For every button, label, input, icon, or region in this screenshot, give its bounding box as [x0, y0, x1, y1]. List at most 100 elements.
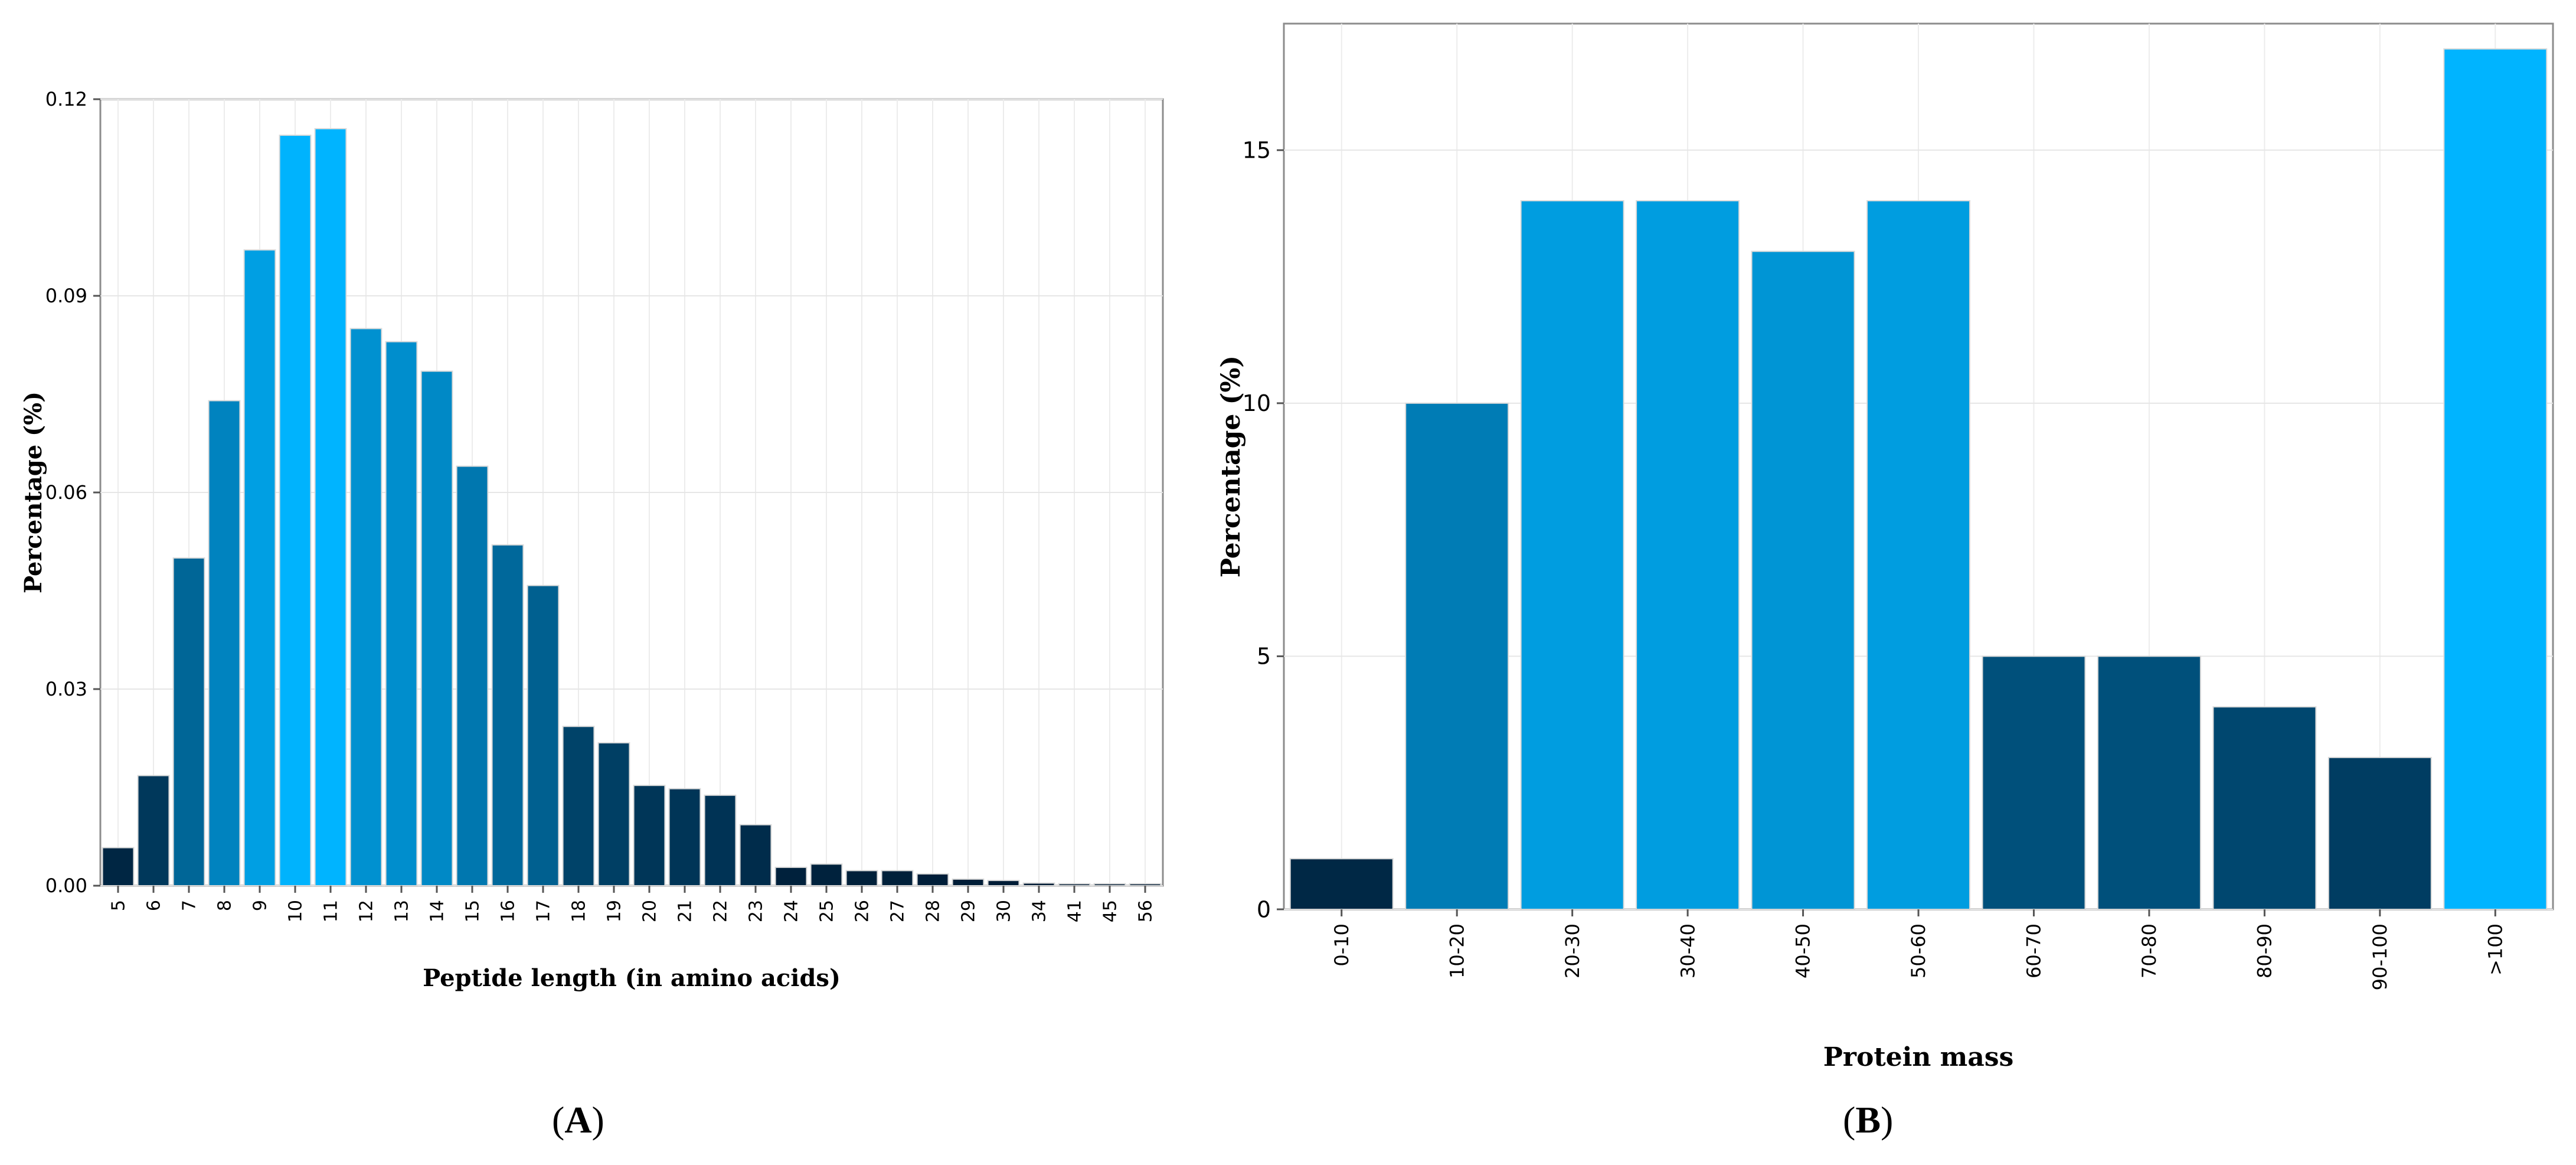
- chart-b-x-tick-label: 40-50: [1792, 923, 1815, 978]
- chart-a-x-axis-title: Peptide length (in amino acids): [423, 964, 841, 992]
- chart-a-bar: [420, 370, 453, 886]
- chart-b-bar: [1405, 402, 1509, 910]
- chart-b-bar: [1289, 858, 1394, 911]
- chart-a-bar: [1093, 883, 1126, 887]
- chart-a-x-tick-label: 20: [640, 900, 661, 922]
- chart-b-x-tick-label: 50-60: [1907, 923, 1930, 978]
- chart-a-x-tick-label: 56: [1136, 900, 1156, 922]
- chart-a-x-tick-label: 6: [144, 900, 165, 911]
- panel-letter-b: B: [1855, 1099, 1881, 1141]
- chart-a-bar: [1058, 883, 1091, 887]
- chart-a-x-tick-label: 45: [1100, 900, 1121, 922]
- chart-a-bar: [845, 870, 878, 886]
- chart-a-svg: 0.000.030.060.090.125 6 7 8 9 10 11 12 13 14 15 16 1…: [19, 88, 1164, 992]
- chart-a-x-tick-label: 14: [427, 900, 448, 922]
- chart-a-y-axis-title: Percentage (%): [19, 391, 47, 593]
- chart-b-bar: [2327, 756, 2432, 911]
- chart-b-y-tick-label: 5: [1257, 644, 1271, 670]
- chart-b-x-axis-title: Protein mass: [1823, 1042, 2014, 1072]
- chart-a-bar: [562, 726, 595, 887]
- chart-a-x-tick-label: 25: [817, 900, 838, 922]
- chart-a-x-tick-label: 11: [321, 900, 342, 922]
- chart-a-bar: [385, 341, 418, 886]
- chart-b-x-tick-label: 30-40: [1676, 923, 1699, 978]
- chart-b-bar: [1520, 200, 1624, 910]
- chart-a-y-tick-label: 0.03: [45, 678, 87, 700]
- chart-b-y-tick-label: 10: [1243, 390, 1271, 416]
- chart-a-bar: [668, 788, 701, 886]
- chart-b-x-tick-label: 10-20: [1446, 923, 1468, 978]
- chart-a-y-tick-label: 0.09: [45, 285, 87, 307]
- chart-a-x-tick-label: 22: [711, 900, 731, 922]
- chart-a-bar: [456, 465, 489, 886]
- chart-a-bar: [208, 400, 241, 886]
- chart-a-bar: [597, 742, 630, 887]
- panel-letter-a: A: [564, 1099, 592, 1141]
- chart-a-bar: [916, 873, 949, 887]
- chart-a-x-tick-label: 9: [250, 900, 271, 911]
- chart-a-bar: [102, 847, 135, 886]
- chart-a-bar: [243, 249, 276, 886]
- chart-a-x-tick-label: 30: [994, 900, 1015, 922]
- panel-label-b: (B): [1843, 1099, 1894, 1141]
- chart-b-bar: [2443, 48, 2548, 910]
- chart-a-x-tick-label: 24: [782, 900, 802, 922]
- chart-a-bar: [137, 775, 170, 887]
- chart-b-x-tick-label: 60-70: [2023, 923, 2045, 978]
- chart-a-x-tick-label: 12: [357, 900, 377, 922]
- chart-a-bar: [633, 785, 666, 887]
- chart-a-y-tick-label: 0.06: [45, 481, 87, 504]
- panel-label-a: (A): [552, 1099, 604, 1141]
- chart-a-bar: [952, 878, 985, 887]
- chart-a-x-tick-label: 13: [392, 900, 413, 922]
- chart-a-bar: [314, 128, 347, 887]
- chart-a-x-tick-label: 8: [215, 900, 236, 911]
- chart-a-bar: [349, 328, 383, 886]
- chart-b-x-tick-label: 80-90: [2254, 923, 2276, 978]
- chart-a-bar: [279, 135, 312, 886]
- chart-b-bar: [1751, 250, 1855, 911]
- chart-panel-b: 0 5 10 15 0-10 10-20 20-30 30-40 40-50 50-60 60-70…: [1192, 0, 2576, 1162]
- chart-panel-a: 0.00 0.03 0.06 0.09 0.12 5 6 7 8 9 10 11 12 13 14 15 16 1…: [0, 0, 1192, 1162]
- chart-a-bar: [810, 863, 843, 886]
- chart-a-bar: [739, 824, 772, 887]
- chart-a-x-tick-label: 18: [569, 900, 590, 922]
- chart-b-y-axis-title: Percentage (%): [1216, 355, 1246, 577]
- chart-a-bar: [704, 794, 737, 886]
- chart-a-x-tick-label: 17: [534, 900, 554, 922]
- chart-b-x-tick-label: >100: [2484, 923, 2506, 975]
- chart-a-bar: [881, 870, 914, 886]
- chart-b-bar: [1866, 200, 1970, 910]
- chart-a-x-tick-label: 28: [923, 900, 944, 922]
- chart-a-x-tick-label: 10: [286, 900, 306, 922]
- chart-b-bar: [2097, 655, 2201, 911]
- chart-a-x-tick-label: 23: [746, 900, 767, 922]
- chart-a-bar: [527, 585, 560, 886]
- chart-a-x-tick-label: 26: [852, 900, 873, 922]
- chart-a-x-tick-label: 5: [109, 900, 129, 911]
- chart-b-y-tick-label: 0: [1257, 896, 1271, 922]
- chart-a-x-tick-label: 41: [1065, 900, 1086, 922]
- chart-a-x-tick-label: 15: [463, 900, 483, 922]
- chart-a-x-tick-label: 19: [604, 900, 625, 922]
- chart-b-svg: 0 5 10 15 0-10 10-20 20-30 30-40 40-50 50-60 60-70…: [1216, 22, 2554, 1072]
- chart-a-bar: [172, 557, 205, 886]
- chart-a-x-tick-label: 7: [179, 900, 200, 911]
- chart-a-y-tick-label: 0.12: [45, 88, 87, 110]
- chart-a-bar: [774, 866, 808, 887]
- chart-b-y-tick-label: 15: [1243, 138, 1271, 164]
- chart-a-x-tick-label: 16: [498, 900, 519, 922]
- chart-b-x-tick-label: 70-80: [2138, 923, 2160, 978]
- chart-a-x-tick-label: 21: [675, 900, 696, 922]
- chart-a-bar: [491, 544, 524, 886]
- chart-a-bar: [987, 880, 1020, 886]
- chart-a-bar: [1129, 883, 1162, 887]
- chart-a-x-tick-label: 27: [888, 900, 908, 922]
- chart-b-x-tick-label: 90-100: [2369, 923, 2391, 990]
- chart-b-bar: [1636, 200, 1740, 910]
- chart-a-bar: [1022, 882, 1055, 887]
- chart-a-x-tick-label: 34: [1029, 900, 1050, 922]
- chart-b-bar: [1982, 655, 2086, 911]
- chart-a-x-tick-label: 29: [959, 900, 979, 922]
- chart-b-x-tick-label: 0-10: [1331, 923, 1353, 967]
